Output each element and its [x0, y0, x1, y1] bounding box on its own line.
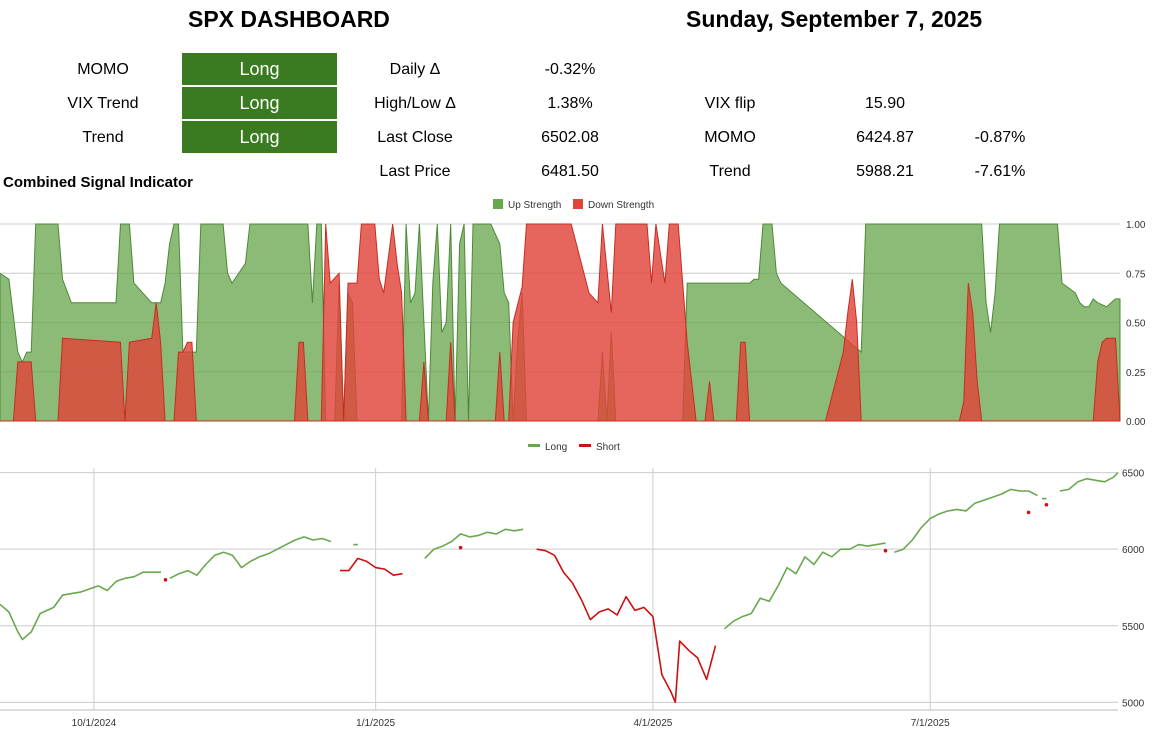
y-tick-label: 6500	[1122, 469, 1145, 480]
short-segment	[536, 548, 717, 704]
legend-long-swatch	[528, 444, 540, 447]
y-tick-label: 5000	[1122, 698, 1145, 709]
short-point	[883, 548, 888, 553]
legend-up-strength[interactable]: Up Strength	[493, 199, 561, 211]
signal-badge-momo: Long	[182, 53, 337, 85]
legend-long[interactable]: Long	[528, 442, 567, 453]
x-tick-label: 4/1/2025	[633, 718, 672, 729]
y-tick-label: 5500	[1122, 622, 1145, 633]
stat-lastclose-label: Last Close	[377, 129, 453, 146]
short-segment	[339, 557, 403, 576]
stat-lastprice-value: 6481.50	[541, 163, 599, 180]
y-tick-label: 0.00	[1126, 417, 1146, 428]
signal-badge-trend: Long	[182, 121, 337, 153]
signal-label-momo: MOMO	[77, 61, 129, 78]
signal-label-trend: Trend	[82, 129, 124, 146]
signal-badge-vix-trend: Long	[182, 87, 337, 119]
legend-short[interactable]: Short	[579, 442, 620, 453]
long-segment	[424, 528, 524, 559]
y-tick-label: 0.25	[1126, 368, 1146, 379]
y-tick-label: 6000	[1122, 545, 1145, 556]
stat-daily-label: Daily Δ	[389, 61, 441, 78]
legend-down-label: Down Strength	[588, 200, 655, 211]
dashboard-title: SPX DASHBOARD	[188, 6, 390, 32]
stat-momo-label: MOMO	[704, 129, 756, 146]
legend-up-swatch	[493, 199, 503, 209]
long-segment	[1059, 472, 1119, 492]
stat-highlow-value: 1.38%	[547, 95, 593, 112]
short-point	[163, 578, 168, 582]
stat-daily-value: -0.32%	[544, 61, 596, 78]
stat-highlow-label: High/Low Δ	[374, 95, 456, 112]
stat-vixflip-label: VIX flip	[704, 95, 756, 112]
stat-trend-value: 5988.21	[856, 163, 914, 180]
signal-label-vix-trend: VIX Trend	[67, 95, 139, 112]
short-point	[458, 545, 463, 550]
legend-short-label: Short	[596, 442, 620, 453]
long-segment	[894, 488, 1038, 553]
stat-trend-label: Trend	[709, 163, 751, 180]
y-tick-label: 0.75	[1126, 269, 1146, 280]
spx-price-chart: 5000 5500 6000 6500 10/1/2024 1/1/2025 4/1/202…	[0, 468, 1145, 729]
x-tick-label: 7/1/2025	[911, 718, 950, 729]
y-tick-label: 0.50	[1126, 319, 1146, 330]
stat-vixflip-value: 15.90	[864, 95, 906, 112]
short-point	[1026, 510, 1031, 515]
legend-long-label: Long	[545, 442, 568, 453]
stat-momo-value: 6424.87	[856, 129, 914, 146]
legend-up-label: Up Strength	[508, 200, 562, 211]
x-tick-label: 1/1/2025	[356, 718, 395, 729]
short-point	[1044, 502, 1049, 507]
legend-short-swatch	[579, 444, 591, 447]
down-strength-area	[0, 223, 1121, 422]
long-segment	[169, 536, 332, 580]
legend-down-swatch	[573, 199, 583, 209]
legend-down-strength[interactable]: Down Strength	[573, 199, 654, 211]
signal-indicator-chart: 0.00 0.25 0.50 0.75 1.00	[0, 220, 1146, 428]
stat-momo-pct: -0.87%	[974, 129, 1026, 146]
y-tick-label: 1.00	[1126, 220, 1146, 231]
long-segment	[723, 542, 886, 630]
stat-lastprice-label: Last Price	[379, 163, 451, 180]
dashboard-date: Sunday, September 7, 2025	[686, 6, 983, 32]
stat-trend-pct: -7.61%	[974, 163, 1026, 180]
x-tick-label: 10/1/2024	[72, 718, 117, 729]
indicator-title: Combined Signal Indicator	[3, 174, 194, 191]
stat-lastclose-value: 6502.08	[541, 129, 599, 146]
long-segment	[0, 571, 161, 641]
